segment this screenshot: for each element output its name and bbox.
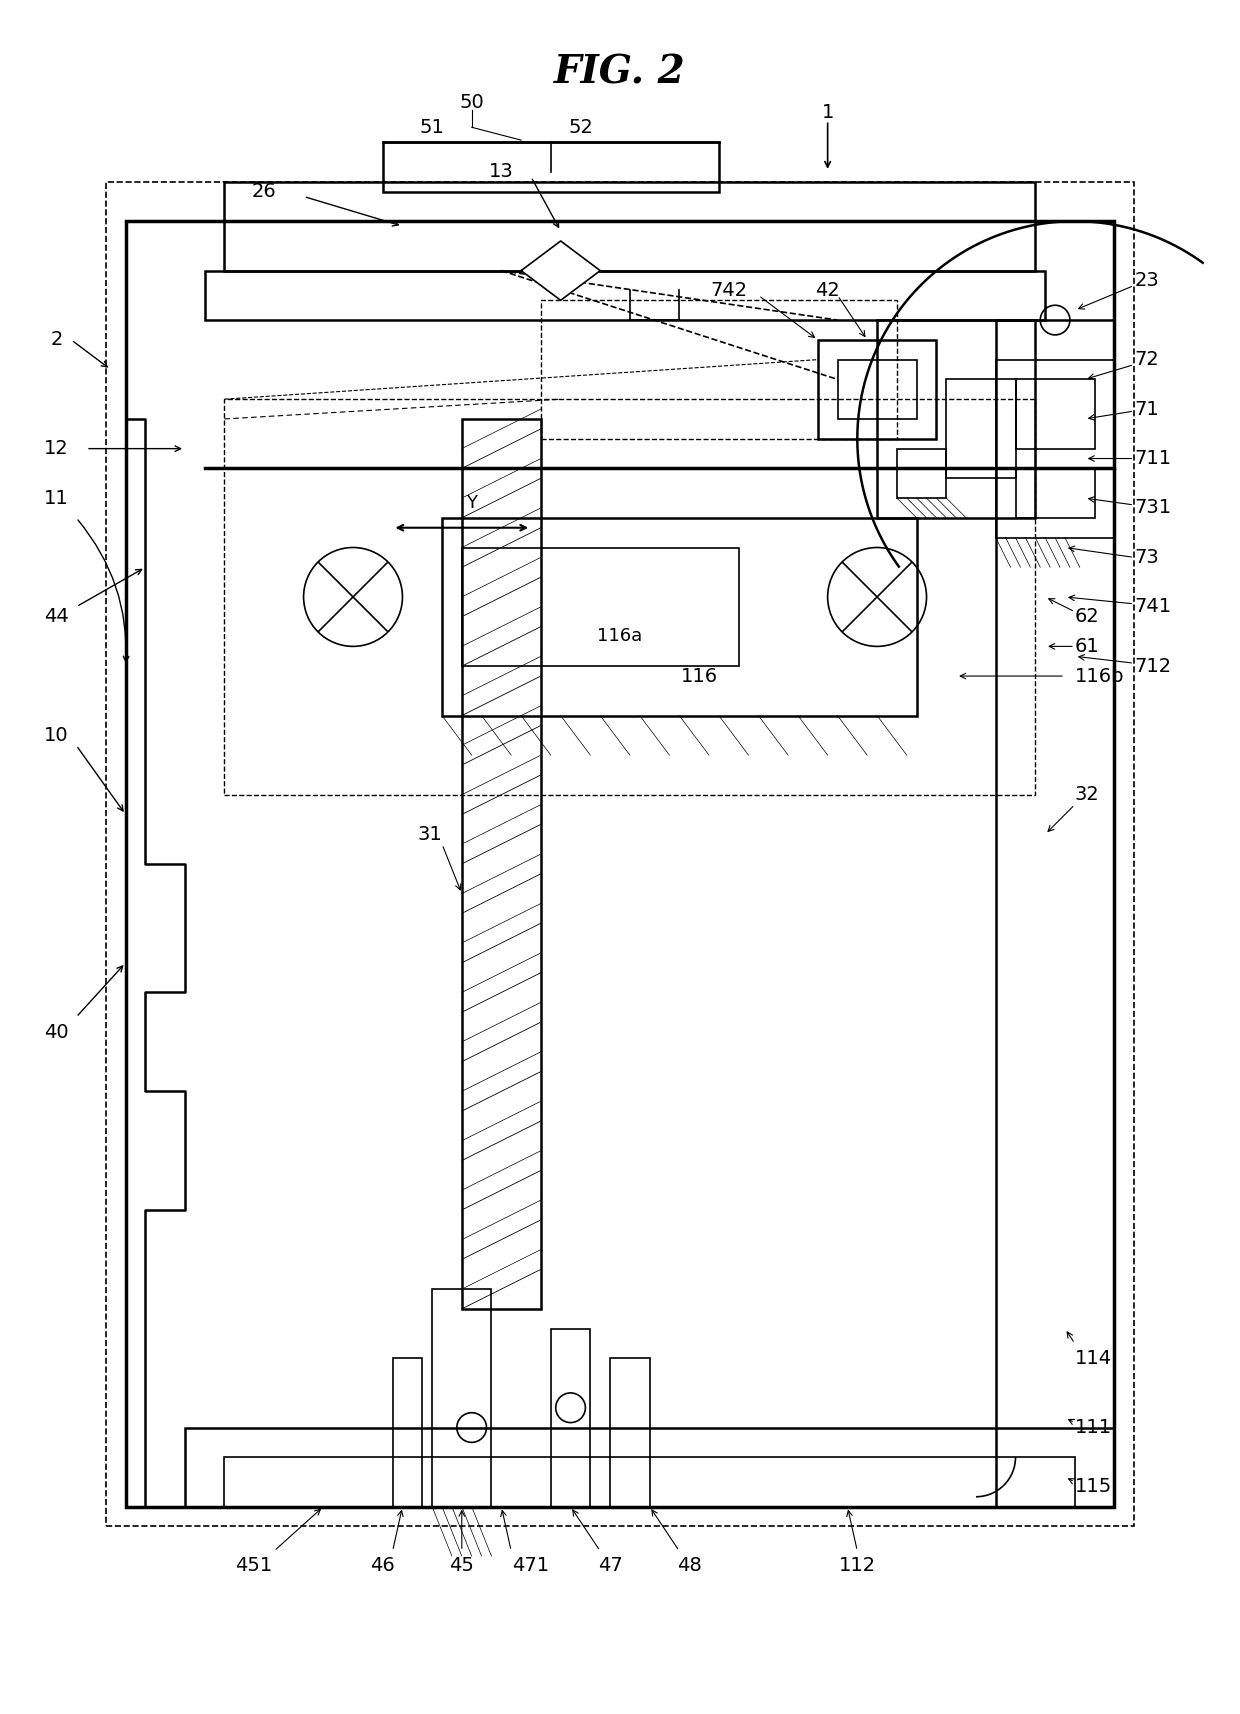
Text: 111: 111	[1075, 1417, 1112, 1436]
Bar	[817, 339, 936, 439]
Text: 71: 71	[1135, 399, 1159, 418]
Text: 741: 741	[1135, 598, 1172, 617]
Bar	[461, 547, 739, 667]
Text: 711: 711	[1135, 449, 1172, 468]
Text: 72: 72	[1135, 350, 1159, 369]
Text: 51: 51	[419, 118, 445, 137]
Text: 26: 26	[252, 182, 277, 201]
Text: 13: 13	[489, 163, 513, 182]
Text: 47: 47	[598, 1556, 622, 1575]
Text: 116: 116	[681, 667, 718, 686]
Text: 61: 61	[1075, 638, 1100, 656]
Text: 114: 114	[1075, 1349, 1112, 1368]
Text: 451: 451	[236, 1556, 273, 1575]
Text: 12: 12	[43, 439, 68, 458]
Text: 44: 44	[43, 607, 68, 626]
Text: 40: 40	[45, 1023, 68, 1042]
Bar	[837, 360, 916, 418]
Text: 115: 115	[1075, 1477, 1112, 1496]
Text: 46: 46	[371, 1556, 396, 1575]
Bar	[877, 321, 1035, 518]
Bar	[383, 142, 719, 192]
Text: 52: 52	[568, 118, 593, 137]
Text: 31: 31	[418, 824, 441, 843]
Bar	[432, 1289, 491, 1507]
Text: 73: 73	[1135, 548, 1159, 567]
Bar	[541, 300, 897, 439]
Bar	[185, 1428, 1115, 1507]
Bar	[224, 399, 1035, 795]
Bar	[224, 1457, 1075, 1507]
Text: 2: 2	[50, 331, 62, 350]
Text: 45: 45	[449, 1556, 474, 1575]
Text: 11: 11	[43, 488, 68, 507]
Bar	[610, 1357, 650, 1507]
Text: 731: 731	[1135, 499, 1172, 518]
Bar	[125, 221, 1115, 1507]
Bar	[205, 271, 1045, 321]
Text: 1: 1	[821, 103, 833, 122]
Text: 50: 50	[459, 93, 484, 111]
Bar	[441, 518, 916, 716]
Text: 48: 48	[677, 1556, 702, 1575]
Text: 32: 32	[1075, 785, 1100, 804]
Bar	[996, 321, 1115, 1507]
Bar	[224, 182, 1035, 271]
Text: 112: 112	[838, 1556, 875, 1575]
Text: 42: 42	[815, 281, 839, 300]
Bar	[393, 1357, 423, 1507]
Text: 742: 742	[711, 281, 748, 300]
Text: 471: 471	[512, 1556, 549, 1575]
Text: Y: Y	[466, 494, 477, 512]
Polygon shape	[521, 242, 600, 300]
Bar	[946, 379, 1016, 478]
Bar	[105, 182, 1135, 1527]
Bar	[461, 418, 541, 1309]
Bar	[1016, 379, 1095, 449]
Text: 116b: 116b	[1075, 667, 1125, 686]
Bar	[551, 1328, 590, 1507]
Bar	[996, 360, 1115, 538]
Text: FIG. 2: FIG. 2	[554, 53, 686, 93]
Text: 23: 23	[1135, 271, 1159, 290]
Bar	[1016, 468, 1095, 518]
Text: 62: 62	[1075, 607, 1100, 626]
Text: 712: 712	[1135, 656, 1172, 675]
Text: 116a: 116a	[598, 627, 642, 646]
Text: 10: 10	[45, 725, 68, 746]
Bar	[897, 449, 946, 499]
